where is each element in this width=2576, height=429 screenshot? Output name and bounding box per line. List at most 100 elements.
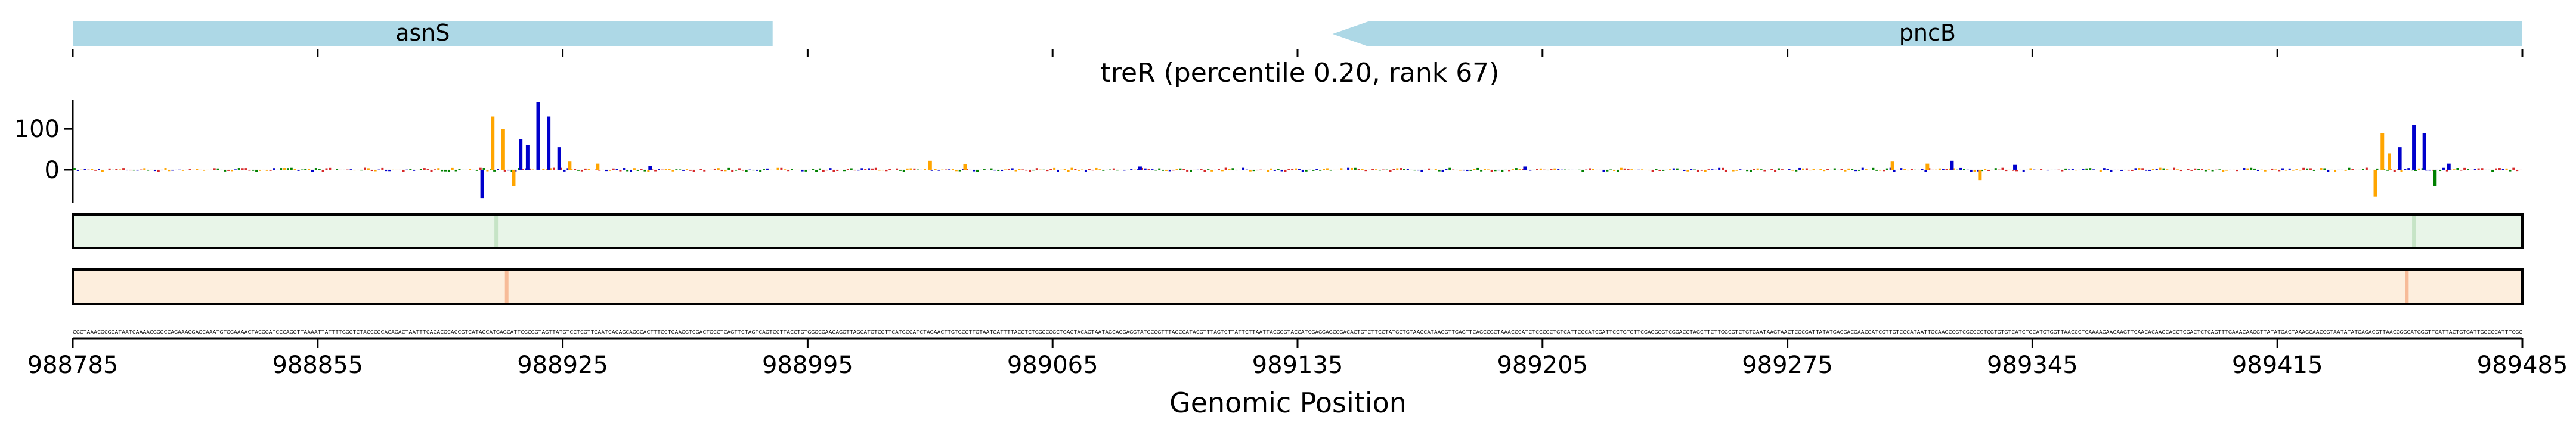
sequence-base: T (2508, 329, 2512, 335)
attribution-peak (2387, 153, 2391, 170)
sequence-base: T (513, 329, 517, 335)
sequence-base: C (1294, 329, 1298, 335)
sequence-base: A (829, 329, 832, 335)
sequence-base: A (325, 329, 329, 335)
sequence-base: A (1522, 329, 1525, 335)
gene-arrow-asnS (73, 21, 773, 46)
sequence-base: G (1724, 329, 1728, 335)
x-tick-label: 988925 (517, 352, 608, 379)
sequence-base: A (629, 329, 633, 335)
sequence-base: G (2358, 329, 2361, 335)
sequence-base: A (1126, 329, 1130, 335)
sequence-base: A (1602, 329, 1606, 335)
sequence-base: C (2144, 329, 2148, 335)
sequence-base: T (1374, 329, 1378, 335)
sequence-base: A (1434, 329, 1438, 335)
sequence-base: C (2166, 329, 2169, 335)
sequence-base: G (1395, 329, 1399, 335)
sequence-base: A (2410, 329, 2414, 335)
sequence-base: C (2320, 329, 2323, 335)
sequence-base: A (255, 329, 258, 335)
sequence-base: T (1238, 329, 1241, 335)
sequence-base: C (1949, 329, 1952, 335)
sequence-base: A (479, 329, 482, 335)
sequence-base: A (1343, 329, 1346, 335)
sequence-base: T (2456, 329, 2459, 335)
sequence-base: T (1791, 329, 1794, 335)
sequence-base: G (976, 329, 979, 335)
sequence-base: G (2253, 329, 2256, 335)
sequence-base: A (94, 329, 97, 335)
sequence-base: A (213, 329, 216, 335)
sequence-base: G (160, 329, 164, 335)
sequence-base: A (472, 329, 475, 335)
sequence-base: G (2459, 329, 2463, 335)
x-tick-label: 989415 (2232, 352, 2323, 379)
sequence-base: T (1073, 329, 1077, 335)
sequence-base: A (542, 329, 546, 335)
sequence-base: G (1311, 329, 1315, 335)
sequence-base: T (538, 329, 541, 335)
sequence-base: C (1399, 329, 1402, 335)
attribution-peak (501, 129, 505, 170)
sequence-base: G (965, 329, 968, 335)
sequence-base: A (1648, 329, 1651, 335)
sequence-base: T (296, 329, 300, 335)
sequence-base: T (1560, 329, 1563, 335)
sequence-base: G (342, 329, 346, 335)
sequence-base: C (1850, 329, 1854, 335)
sequence-base: T (1525, 329, 1528, 335)
sequence-base: C (1333, 329, 1336, 335)
sequence-base: T (1812, 329, 1815, 335)
sequence-base: G (395, 329, 398, 335)
sequence-base: G (1798, 329, 1801, 335)
sequence-base: A (1438, 329, 1441, 335)
sequence-base: T (2203, 329, 2207, 335)
sequence-base: A (1857, 329, 1861, 335)
sequence-base: A (1756, 329, 1760, 335)
sequence-base: C (2323, 329, 2327, 335)
sequence-base: G (1133, 329, 1137, 335)
sequence-base: A (2088, 329, 2092, 335)
sequence-base: T (1448, 329, 1451, 335)
sequence-base: G (227, 329, 230, 335)
sequence-base: T (1091, 329, 1094, 335)
sequence-base: C (1973, 329, 1977, 335)
sequence-base: C (1788, 329, 1791, 335)
sequence-base: T (321, 329, 324, 335)
sequence-base: T (1888, 329, 1892, 335)
sequence-base: T (1364, 329, 1367, 335)
sequence-base: A (311, 329, 314, 335)
sequence-base: T (1717, 329, 1721, 335)
sequence-base: T (954, 329, 958, 335)
sequence-base: A (307, 329, 311, 335)
sequence-base: G (2326, 329, 2330, 335)
sequence-base: C (258, 329, 262, 335)
sequence-base: T (549, 329, 552, 335)
sequence-base: G (1556, 329, 1560, 335)
sequence-base: A (699, 329, 703, 335)
sequence-base: T (804, 329, 807, 335)
sequence-base: T (2060, 329, 2064, 335)
sequence-base: G (1280, 329, 1283, 335)
sequence-base: A (304, 329, 308, 335)
sequence-base: T (2130, 329, 2134, 335)
sequence-base: C (1298, 329, 1301, 335)
sequence-base: G (1833, 329, 1837, 335)
sequence-base: A (2159, 329, 2162, 335)
sequence-base: G (1119, 329, 1123, 335)
sequence-base: A (1781, 329, 1784, 335)
attribution-peak (547, 116, 551, 170)
sequence-base: A (556, 329, 559, 335)
sequence-base: A (2316, 329, 2320, 335)
sequence-base: G (1732, 329, 1735, 335)
sequence-base: T (846, 329, 849, 335)
sequence-base: A (1213, 329, 1217, 335)
sequence-base: G (800, 329, 804, 335)
sequence-base: G (2029, 329, 2032, 335)
sequence-base: G (622, 329, 626, 335)
sequence-base: A (1767, 329, 1770, 335)
sequence-base: C (2453, 329, 2456, 335)
sequence-base: G (1283, 329, 1287, 335)
